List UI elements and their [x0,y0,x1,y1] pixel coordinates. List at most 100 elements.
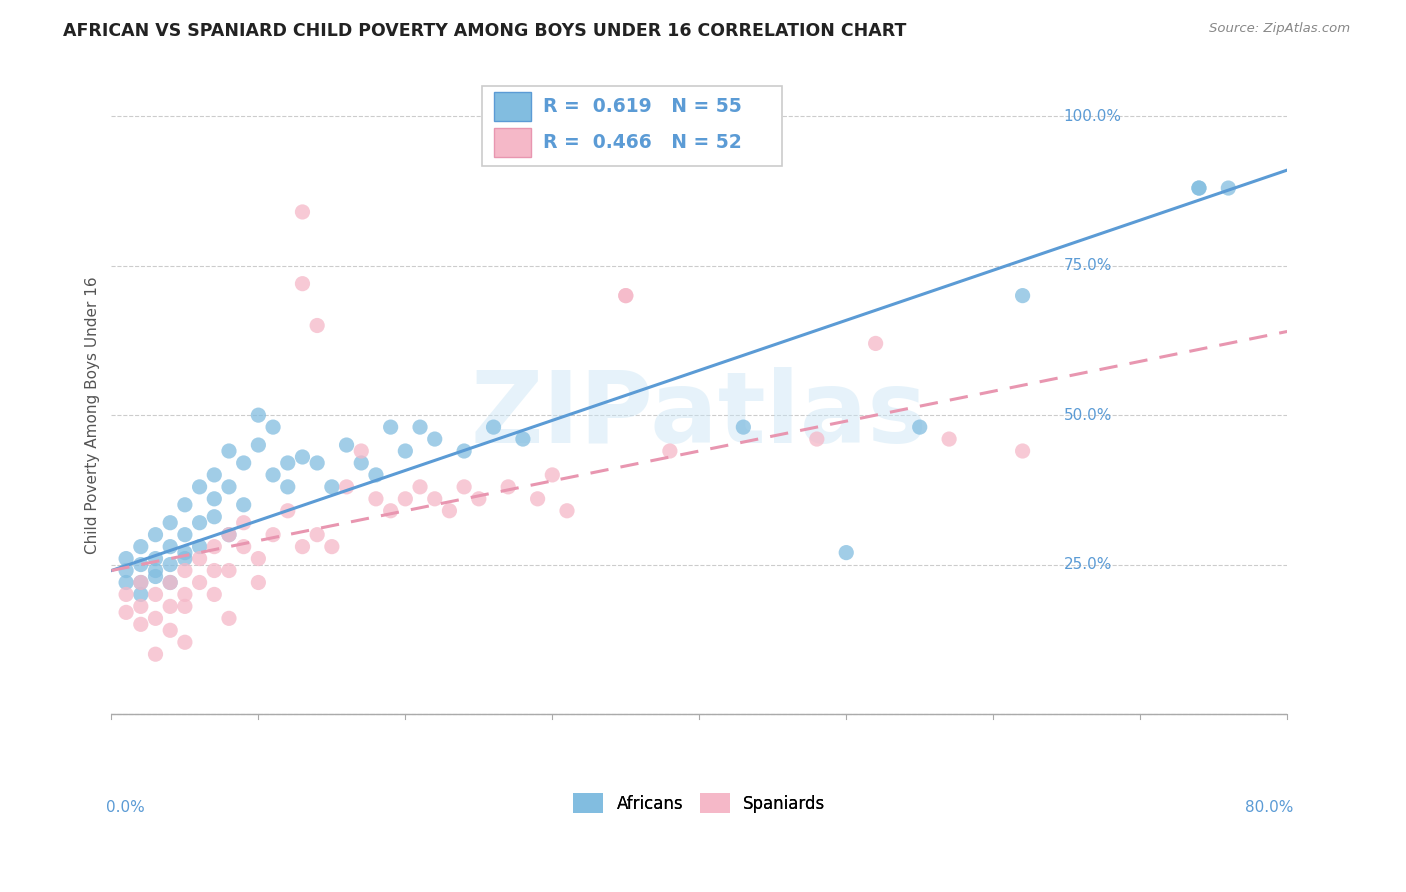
Point [159,540,181,554]
Point [555,504,578,518]
Point [865,336,887,351]
Point [262,420,284,434]
FancyBboxPatch shape [494,128,531,157]
Point [145,569,167,583]
Point [202,587,225,601]
Point [291,277,314,291]
Point [247,438,270,452]
Point [291,450,314,464]
Point [115,551,138,566]
Point [129,558,152,572]
Point [335,438,357,452]
Point [277,504,299,518]
Point [115,575,138,590]
Y-axis label: Child Poverty Among Boys Under 16: Child Poverty Among Boys Under 16 [86,277,100,554]
Point [174,551,197,566]
Point [145,587,167,601]
Point [232,516,254,530]
Text: ZIPatlas: ZIPatlas [471,367,928,464]
Point [202,467,225,482]
Point [394,491,416,506]
Text: 25.0%: 25.0% [1064,558,1112,572]
Point [159,558,181,572]
Point [174,587,197,601]
Point [129,540,152,554]
Text: 75.0%: 75.0% [1064,259,1112,273]
Point [188,551,211,566]
Point [1218,181,1240,195]
Point [159,624,181,638]
Point [202,491,225,506]
Point [938,432,960,446]
Point [262,467,284,482]
Point [145,611,167,625]
Text: R =  0.466   N = 52: R = 0.466 N = 52 [543,133,741,153]
Point [145,551,167,566]
Point [188,575,211,590]
Point [335,480,357,494]
Text: 50.0%: 50.0% [1064,408,1112,423]
Point [468,491,491,506]
Point [145,647,167,661]
Point [129,575,152,590]
Legend: Africans, Spaniards: Africans, Spaniards [567,787,832,820]
Point [380,420,402,434]
Point [835,546,858,560]
Point [218,564,240,578]
Point [291,205,314,219]
Point [159,575,181,590]
Point [174,546,197,560]
Point [202,540,225,554]
Point [526,491,548,506]
Point [159,516,181,530]
FancyBboxPatch shape [482,86,782,166]
Point [115,564,138,578]
Point [277,456,299,470]
Point [115,587,138,601]
Point [614,288,637,302]
Text: R =  0.619   N = 55: R = 0.619 N = 55 [543,97,741,116]
Point [129,599,152,614]
Point [439,504,461,518]
Point [174,498,197,512]
Point [394,444,416,458]
Point [218,527,240,541]
Point [423,432,446,446]
Point [733,420,755,434]
Point [291,540,314,554]
Point [364,491,387,506]
Point [658,444,681,458]
Point [364,467,387,482]
Point [129,617,152,632]
Point [496,480,519,494]
Point [277,480,299,494]
Point [202,509,225,524]
Point [218,527,240,541]
Point [307,318,329,333]
Text: Source: ZipAtlas.com: Source: ZipAtlas.com [1209,22,1350,36]
Point [174,599,197,614]
Point [409,480,432,494]
Point [247,575,270,590]
Point [908,420,931,434]
Point [188,516,211,530]
Point [218,444,240,458]
Point [129,587,152,601]
Point [614,288,637,302]
Point [159,575,181,590]
Point [1011,444,1033,458]
Text: 0.0%: 0.0% [105,800,145,815]
Point [453,444,475,458]
Point [188,480,211,494]
Point [145,527,167,541]
Point [1188,181,1211,195]
Point [321,540,343,554]
Point [174,564,197,578]
Point [232,456,254,470]
Text: 80.0%: 80.0% [1244,800,1294,815]
FancyBboxPatch shape [494,92,531,121]
Point [380,504,402,518]
Point [202,564,225,578]
Point [423,491,446,506]
Text: 100.0%: 100.0% [1064,109,1122,124]
